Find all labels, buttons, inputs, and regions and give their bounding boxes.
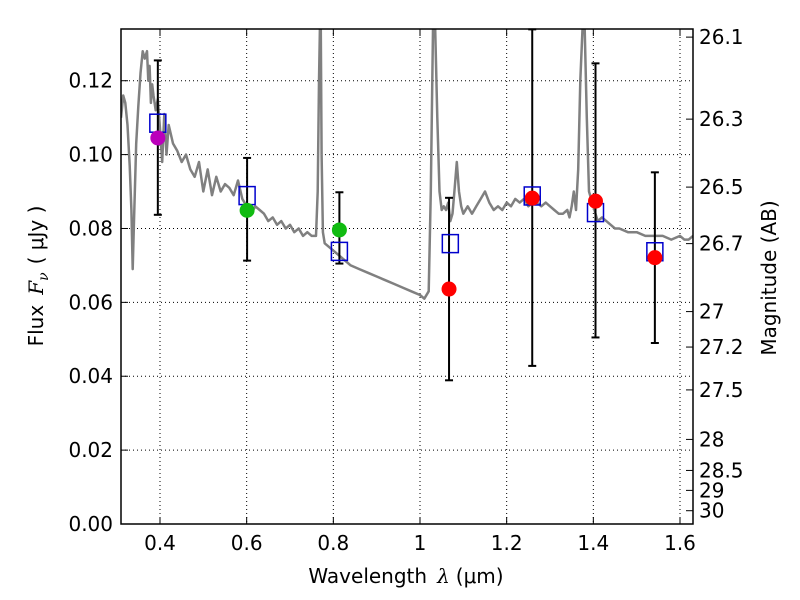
x-tick-label: 1.4 [577,531,609,555]
x-tick-label: 0.8 [317,531,349,555]
model-point-square [441,233,460,254]
plot-frame [120,28,694,525]
y2-tick-label: 30 [699,499,724,523]
x-axis-title: Wavelength λ (μm) [308,564,503,588]
y-tick-label: 0.06 [68,290,113,314]
model-point-square [330,241,349,262]
y2-tick-label: 28 [699,427,724,451]
axis-layer: 0.4 0.6 0.8 1 1.2 1.4 1.6 0.00 0.02 0.04 0.06 0.08 0… [68,25,743,555]
y2-axis-title: Magnitude (AB) [757,200,781,355]
y2-tick-label: 27.5 [699,378,744,402]
y-tick-label: 0.00 [68,512,113,536]
y-tick-label: 0.02 [68,438,113,462]
observed-point [239,202,255,218]
errorbar-layer [149,28,664,382]
x-tick-label: 1.6 [664,531,696,555]
observed-point [441,281,457,297]
y-tick-label: 0.04 [68,364,113,388]
x-tick-label: 1.2 [491,531,523,555]
y2-tick-label: 26.1 [699,25,744,49]
y2-tick-label: 27 [699,300,724,324]
observed-point [150,130,166,146]
x-tick-label: 1 [414,531,427,555]
observed-point [647,250,663,266]
y2-tick-label: 28.5 [699,458,744,482]
data-layer [121,29,693,300]
y-tick-label: 0.10 [68,143,113,167]
x-tick-label: 0.6 [231,531,263,555]
x-tick-label: 0.4 [144,531,176,555]
observed-point [331,222,347,238]
observed-point [588,193,603,209]
grid-layer [121,29,693,525]
y2-tick-label: 27.2 [699,335,744,359]
observed-point [524,190,540,206]
y-tick-label: 0.12 [68,69,113,93]
y2-tick-label: 26.5 [699,175,744,199]
y2-tick-label: 26.3 [699,107,744,131]
y-tick-label: 0.08 [68,216,113,240]
y2-tick-label: 29 [699,478,724,502]
y-axis-title: FluxFν( μJy ) [24,206,52,347]
y2-tick-label: 26.7 [699,232,744,256]
template-spectrum-line [121,29,693,300]
